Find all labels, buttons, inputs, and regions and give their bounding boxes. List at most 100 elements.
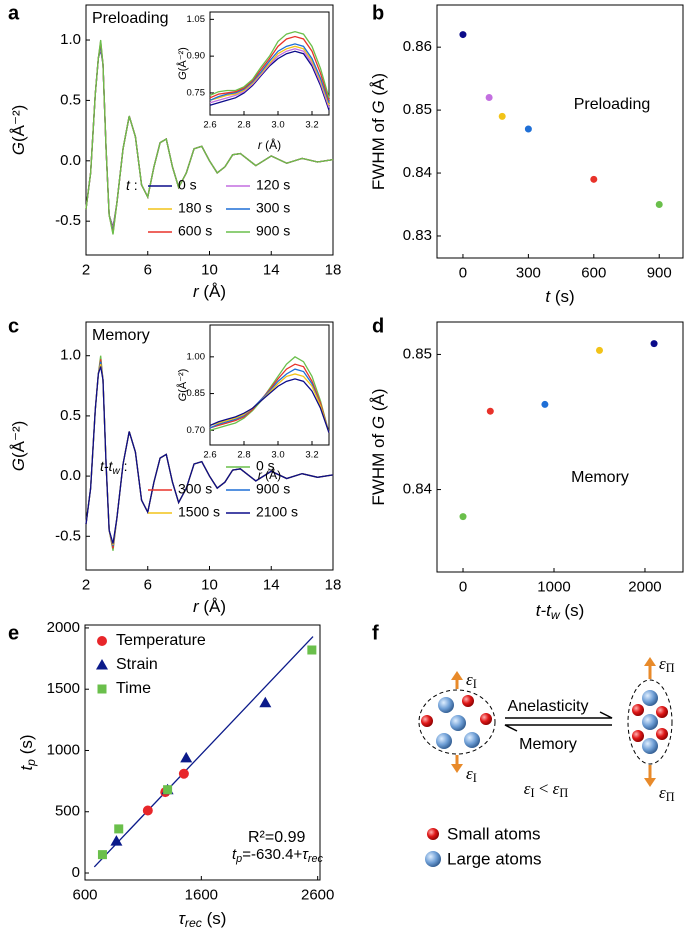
y-axis-label: G(Å⁻²) xyxy=(9,421,28,472)
x-tick-label: 18 xyxy=(325,262,342,279)
y-axis-label: FWHM of G (Å) xyxy=(369,388,388,505)
annotation: Memory xyxy=(571,469,629,486)
annotation: Preloading xyxy=(92,10,169,27)
small-atom xyxy=(632,730,644,742)
y-tick-label: 1.0 xyxy=(60,347,81,364)
small-atom xyxy=(656,706,668,718)
y-tick-label: -0.5 xyxy=(55,212,81,229)
point xyxy=(259,696,272,708)
legend-title-part: : xyxy=(120,458,128,474)
point xyxy=(650,340,658,348)
x-axis-label-part: (s) xyxy=(550,287,575,306)
y-axis-label-part: G xyxy=(369,100,388,113)
y-tick-label: 0.85 xyxy=(403,101,432,118)
legend-label: Small atoms xyxy=(447,824,541,843)
legend-label: 180 s xyxy=(178,200,212,216)
series-line xyxy=(209,43,330,103)
panel-letter: d xyxy=(372,315,384,337)
x-axis-label-part: t-t xyxy=(536,601,552,620)
point xyxy=(595,346,603,354)
y-tick-label: 0.85 xyxy=(187,388,206,399)
x-tick-label: 6 xyxy=(144,577,152,594)
x-tick-label: 1600 xyxy=(185,887,218,904)
legend-large-atom xyxy=(425,851,441,867)
legend-label: Temperature xyxy=(116,632,206,649)
legend-label: 1500 s xyxy=(178,504,220,520)
point xyxy=(178,768,189,779)
large-atom xyxy=(450,715,466,731)
y-axis-label-part: G xyxy=(9,142,28,155)
point xyxy=(655,201,663,209)
x-tick-label: 600 xyxy=(72,887,97,904)
x-axis-label-part: w xyxy=(551,608,561,622)
large-atom xyxy=(642,738,658,754)
x-axis-label-part: (Å) xyxy=(199,282,226,301)
legend-label: 2100 s xyxy=(256,504,298,520)
strain-arrows xyxy=(451,657,656,787)
large-atom xyxy=(642,714,658,730)
point xyxy=(110,835,123,846)
legend-label: 900 s xyxy=(256,481,290,497)
arrow-label: Memory xyxy=(519,736,577,753)
x-tick-label: 2000 xyxy=(628,579,661,596)
fit-formula: tp=-630.4+τrec xyxy=(232,846,323,865)
point xyxy=(459,513,467,521)
x-tick-label: 300 xyxy=(516,265,541,282)
small-atom xyxy=(421,715,433,727)
y-tick-label: 1000 xyxy=(47,741,80,758)
x-tick-label: 1000 xyxy=(537,579,570,596)
legend-marker xyxy=(97,684,107,694)
y-axis-label-part: (Å⁻²) xyxy=(9,421,28,458)
point xyxy=(486,407,494,415)
y-tick-label: 0.70 xyxy=(187,425,206,436)
y-axis-label-part: (Å⁻²) xyxy=(176,47,189,71)
strain-label-part: Π xyxy=(666,661,675,675)
x-tick-label: 14 xyxy=(263,262,280,279)
point xyxy=(524,125,532,133)
y-tick-label: 0.84 xyxy=(403,481,432,498)
strain-relation-part: < xyxy=(535,779,553,798)
legend-small-atom xyxy=(427,828,439,840)
x-tick-label: 2 xyxy=(82,577,90,594)
fit-line xyxy=(93,636,314,868)
plot-frame xyxy=(436,321,684,573)
panel-letter: e xyxy=(8,622,19,644)
series-line xyxy=(209,373,330,433)
x-axis-label-part: r xyxy=(258,138,263,152)
y-axis-label-part: (Å⁻²) xyxy=(9,105,28,142)
y-axis-label-part: (Å) xyxy=(369,388,388,415)
y-tick-label: 2000 xyxy=(47,619,80,636)
y-axis-label-part: (s) xyxy=(17,734,36,759)
x-tick-label: 10 xyxy=(201,262,218,279)
y-axis-label: G(Å⁻²) xyxy=(176,47,189,80)
large-atom xyxy=(438,697,454,713)
diagram: Anelasticity Memory Small atoms Large at… xyxy=(418,657,673,868)
y-tick-label: 1500 xyxy=(47,680,80,697)
x-axis-label-part: r xyxy=(193,282,200,301)
strain-label: εI xyxy=(466,764,477,785)
x-tick-label: 0 xyxy=(459,265,467,282)
y-axis-label-part: G xyxy=(177,392,189,401)
y-tick-label: 0.75 xyxy=(187,87,206,98)
y-tick-label: 500 xyxy=(55,803,80,820)
x-axis-label-part: (s) xyxy=(560,601,585,620)
y-axis-label-part: FWHM of xyxy=(369,429,388,506)
strain-label-part: ε xyxy=(659,654,666,673)
legend-title: t : xyxy=(126,177,138,193)
legend-title: t-tw : xyxy=(100,458,128,477)
y-axis-label: G(Å⁻²) xyxy=(9,105,28,156)
x-axis-label-part: r xyxy=(258,468,263,482)
y-axis-label: FWHM of G (Å) xyxy=(369,73,388,190)
x-axis-label: t-tw (s) xyxy=(536,601,585,622)
x-axis-label-part: τ xyxy=(179,909,187,928)
x-tick-label: 3.0 xyxy=(271,449,284,460)
x-tick-label: 2.6 xyxy=(203,119,216,130)
point xyxy=(307,645,317,655)
y-axis-label: tp (s) xyxy=(17,734,38,770)
x-tick-label: 2.8 xyxy=(237,119,250,130)
legend-title-part: : xyxy=(130,177,138,193)
y-tick-label: 0.0 xyxy=(60,152,81,169)
y-tick-label: 1.00 xyxy=(187,351,206,362)
x-axis-label-part: (Å) xyxy=(262,467,281,482)
